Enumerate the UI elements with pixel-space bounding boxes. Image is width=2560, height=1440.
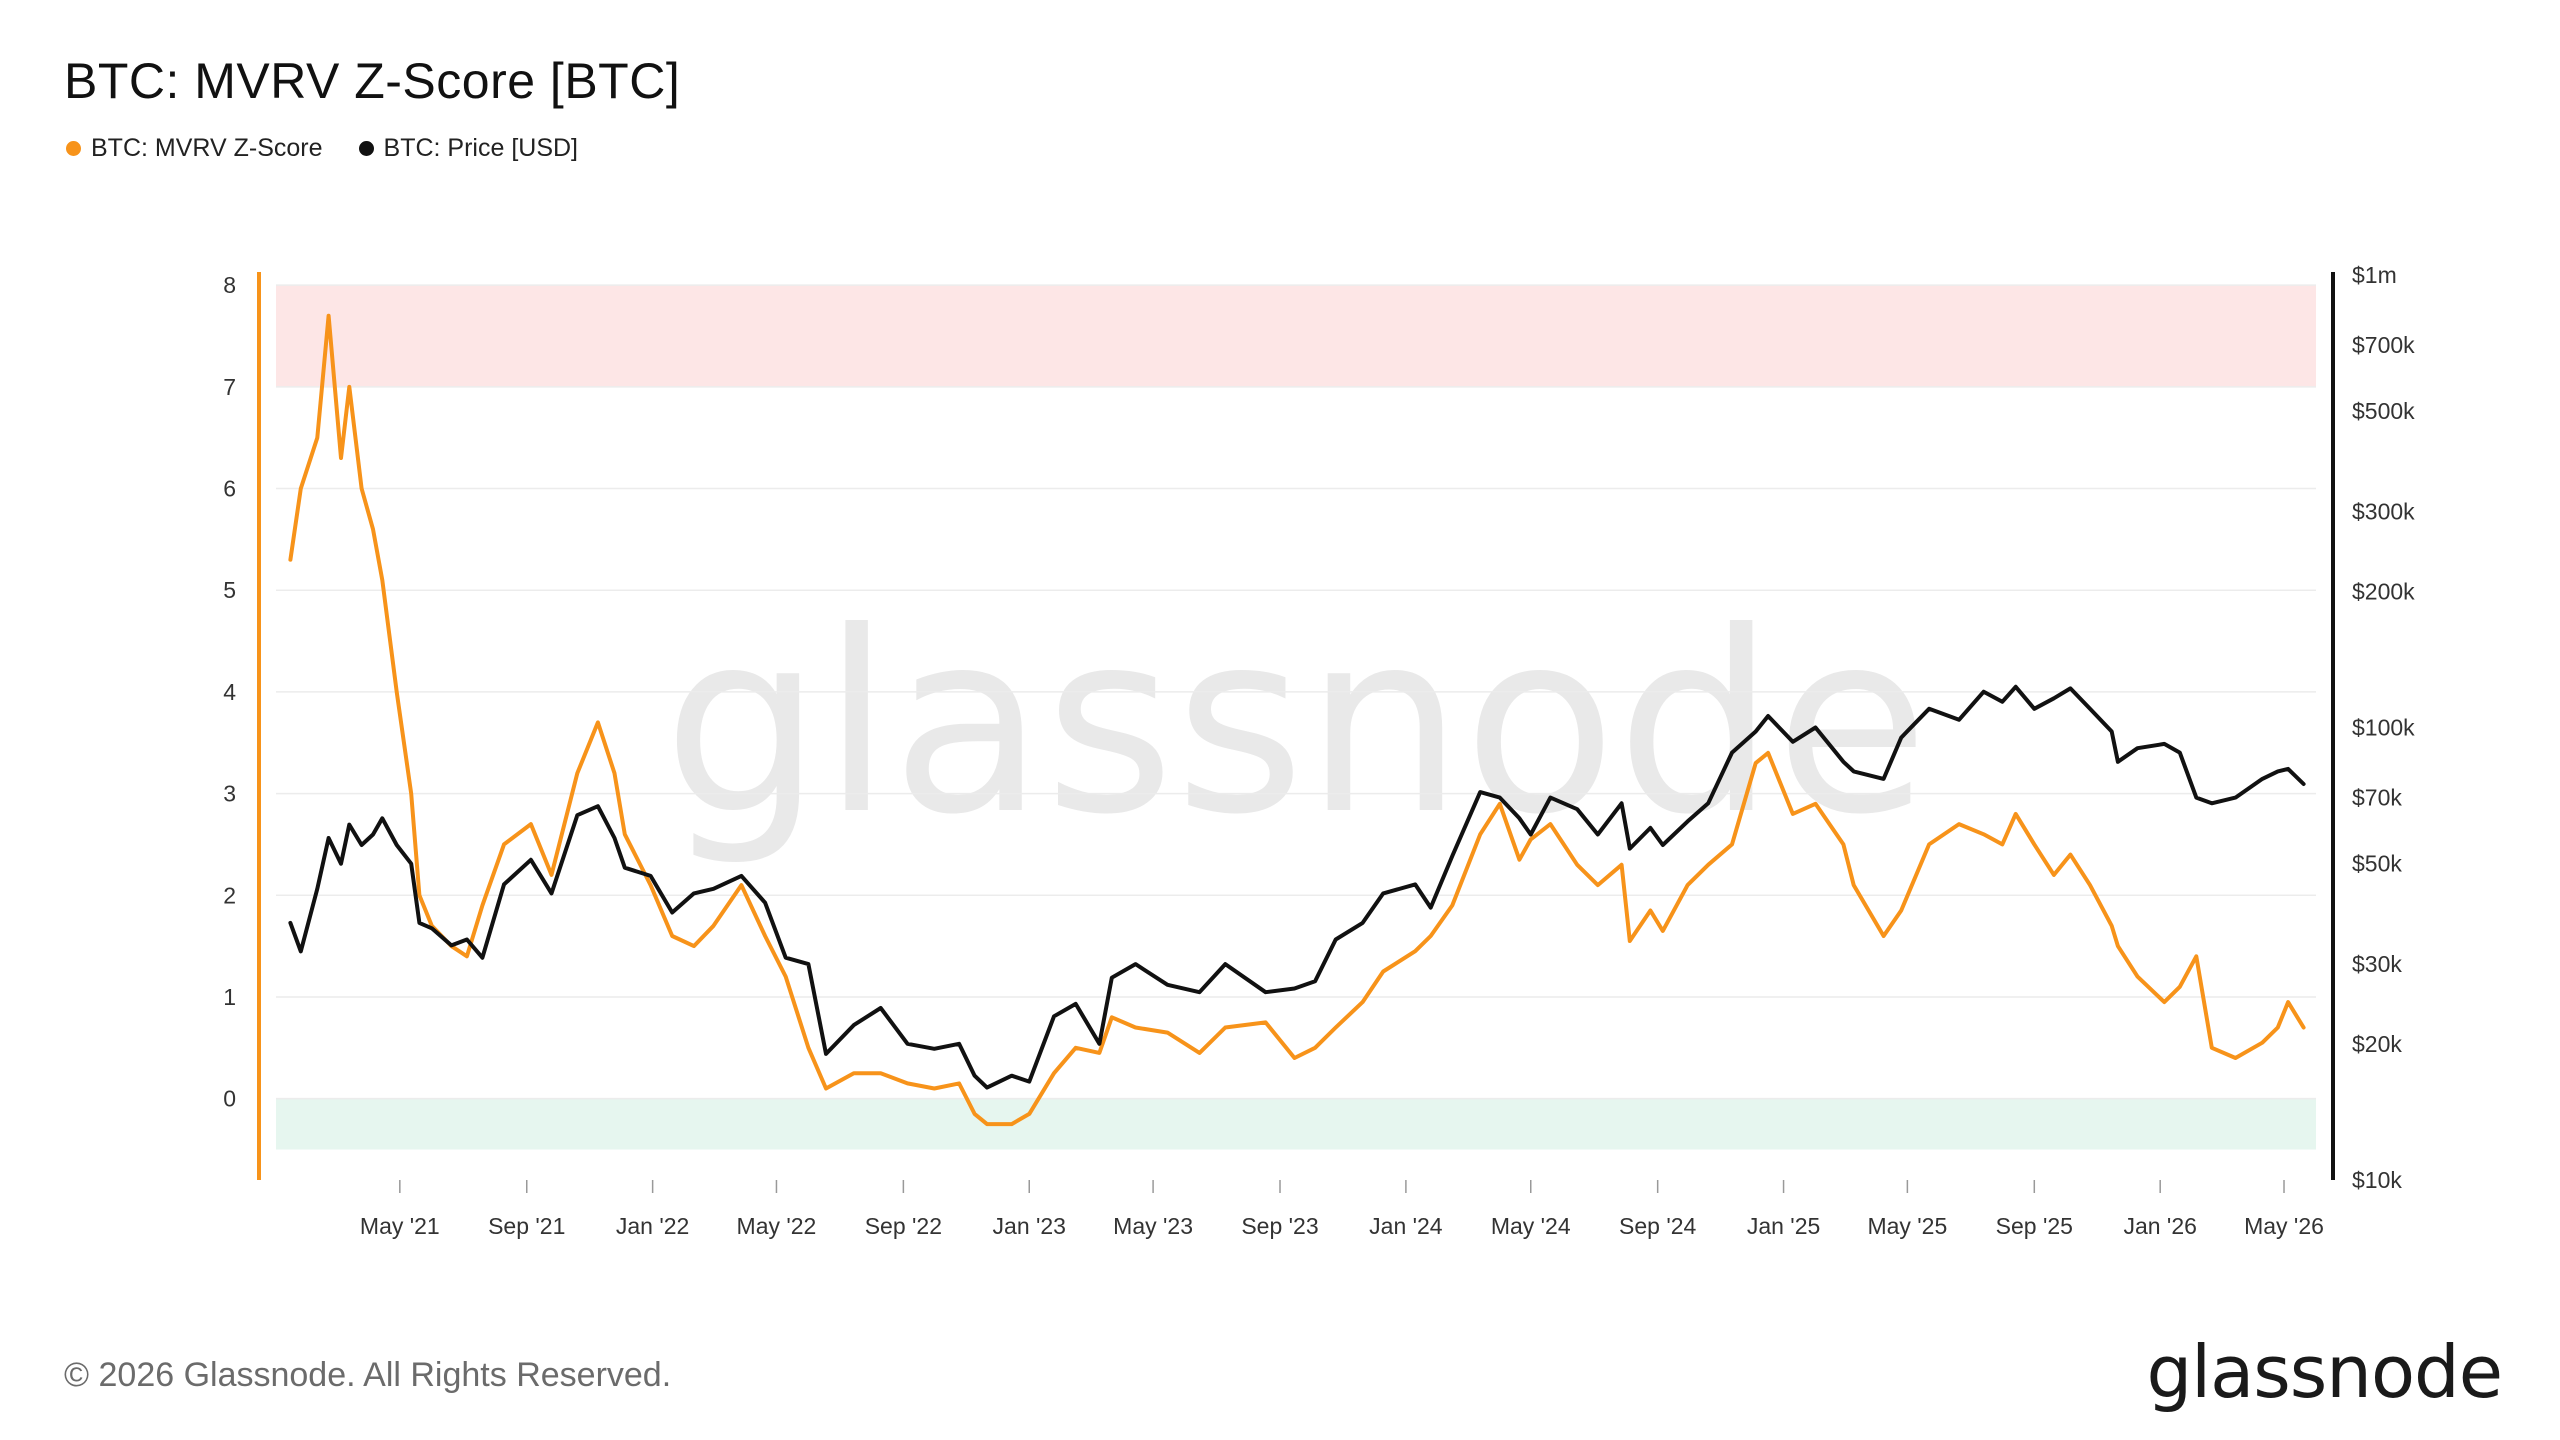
left-tick-label: 5 [223, 577, 236, 603]
right-tick-label: $700k [2352, 332, 2415, 358]
left-tick-label: 0 [223, 1086, 236, 1112]
watermark-text: glassnode [663, 578, 1929, 869]
x-tick-label: May '24 [1491, 1213, 1571, 1239]
x-tick-label: Sep '24 [1619, 1213, 1696, 1239]
left-tick-label: 3 [223, 781, 236, 807]
right-tick-label: $100k [2352, 715, 2415, 741]
left-tick-label: 7 [223, 374, 236, 400]
series-line-price [288, 684, 2306, 1090]
right-tick-label: $1m [2352, 262, 2397, 288]
x-tick-label: Jan '24 [1369, 1213, 1443, 1239]
x-tick-label: Jan '22 [616, 1213, 689, 1239]
x-tick-label: Jan '26 [2123, 1213, 2196, 1239]
legend-label-mvrv: BTC: MVRV Z-Score [91, 134, 323, 162]
right-tick-label: $10k [2352, 1167, 2402, 1193]
chart-legend: BTC: MVRV Z-Score BTC: Price [USD] [66, 134, 578, 163]
left-tick-label: 8 [223, 272, 236, 298]
band-0 [276, 285, 2316, 387]
left-tick-label: 1 [223, 984, 236, 1010]
legend-label-price: BTC: Price [USD] [383, 134, 579, 162]
x-tick-label: Sep '21 [488, 1213, 565, 1239]
x-tick-label: May '21 [360, 1213, 440, 1239]
glassnode-logo: glassnode [2146, 1330, 2503, 1414]
x-tick-label: Sep '22 [865, 1213, 942, 1239]
right-tick-label: $30k [2352, 951, 2402, 977]
x-tick-label: May '22 [737, 1213, 817, 1239]
legend-dot-mvrv [66, 141, 81, 156]
x-tick-label: May '25 [1867, 1213, 1947, 1239]
chart-area: glassnode 8 7 6 5 4 3 2 1 0 $1m $700k $500k $300k $200… [223, 262, 2415, 1239]
legend-item-mvrv[interactable]: BTC: MVRV Z-Score [66, 134, 323, 163]
chart-title: BTC: MVRV Z-Score [BTC] [64, 53, 681, 109]
band-1 [276, 1098, 2316, 1150]
copyright-text: © 2026 Glassnode. All Rights Reserved. [64, 1356, 672, 1394]
right-tick-label: $70k [2352, 785, 2402, 811]
x-tick-label: Jan '25 [1747, 1213, 1820, 1239]
x-tick-label: Sep '23 [1241, 1213, 1318, 1239]
left-tick-label: 2 [223, 882, 236, 908]
right-tick-label: $20k [2352, 1031, 2402, 1057]
right-tick-label: $500k [2352, 398, 2415, 424]
x-tick-label: May '26 [2244, 1213, 2324, 1239]
right-tick-label: $200k [2352, 578, 2415, 604]
legend-dot-price [358, 141, 374, 156]
x-tick-label: Jan '23 [993, 1213, 1066, 1239]
series-line-mvrv [288, 313, 2306, 1127]
right-tick-label: $300k [2352, 499, 2415, 525]
left-tick-label: 6 [223, 476, 236, 502]
left-tick-label: 4 [223, 679, 236, 705]
legend-item-price[interactable]: BTC: Price [USD] [358, 134, 579, 163]
right-tick-label: $50k [2352, 851, 2402, 877]
x-tick-label: May '23 [1113, 1213, 1193, 1239]
x-tick-label: Sep '25 [1996, 1213, 2073, 1239]
